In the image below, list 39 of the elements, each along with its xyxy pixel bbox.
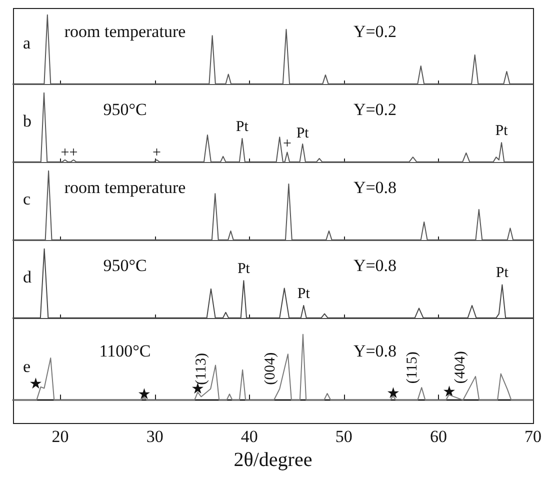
- annotation: Y=0.2: [353, 22, 397, 41]
- annotation: c: [23, 190, 31, 209]
- annotation: Pt: [237, 261, 251, 278]
- annotation: ★: [137, 387, 150, 404]
- annotation: ★: [442, 384, 456, 401]
- annotation: Pt: [495, 122, 509, 139]
- annotation: (404): [452, 351, 469, 384]
- x-tick-label: 50: [335, 427, 352, 446]
- x-axis-title: 2θ/degree: [234, 448, 312, 471]
- annotation: room temperature: [64, 178, 186, 197]
- annotation: ★: [386, 386, 400, 402]
- annotation: (115): [404, 352, 421, 384]
- x-tick-label: 20: [52, 427, 69, 446]
- annotation: d: [23, 268, 32, 287]
- annotation: e: [23, 356, 31, 376]
- annotation: Y=0.2: [353, 100, 397, 119]
- annotation: 950°C: [103, 100, 147, 119]
- annotation: +: [282, 136, 292, 152]
- annotation: Pt: [236, 118, 250, 135]
- annotation: Pt: [297, 286, 311, 302]
- annotation: 1100°C: [99, 341, 151, 360]
- annotation: (004): [262, 352, 279, 385]
- annotation: Pt: [496, 265, 510, 282]
- annotation: Y=0.8: [353, 178, 397, 197]
- annotation: +: [152, 145, 161, 162]
- x-tick-label: 30: [146, 427, 164, 446]
- annotation: Y=0.8: [353, 341, 397, 360]
- annotation: a: [23, 34, 31, 53]
- annotation: +: [60, 145, 70, 162]
- x-tick-label: 70: [524, 427, 542, 446]
- annotation: ★: [29, 376, 42, 393]
- annotation: +: [69, 145, 78, 162]
- annotation: b: [23, 112, 32, 131]
- annotation: Y=0.8: [353, 256, 397, 275]
- annotation: Pt: [296, 126, 310, 142]
- annotation: 950°C: [103, 256, 147, 275]
- annotation: room temperature: [64, 22, 186, 41]
- x-tick-label: 40: [240, 427, 258, 446]
- x-tick-label: 60: [430, 427, 447, 446]
